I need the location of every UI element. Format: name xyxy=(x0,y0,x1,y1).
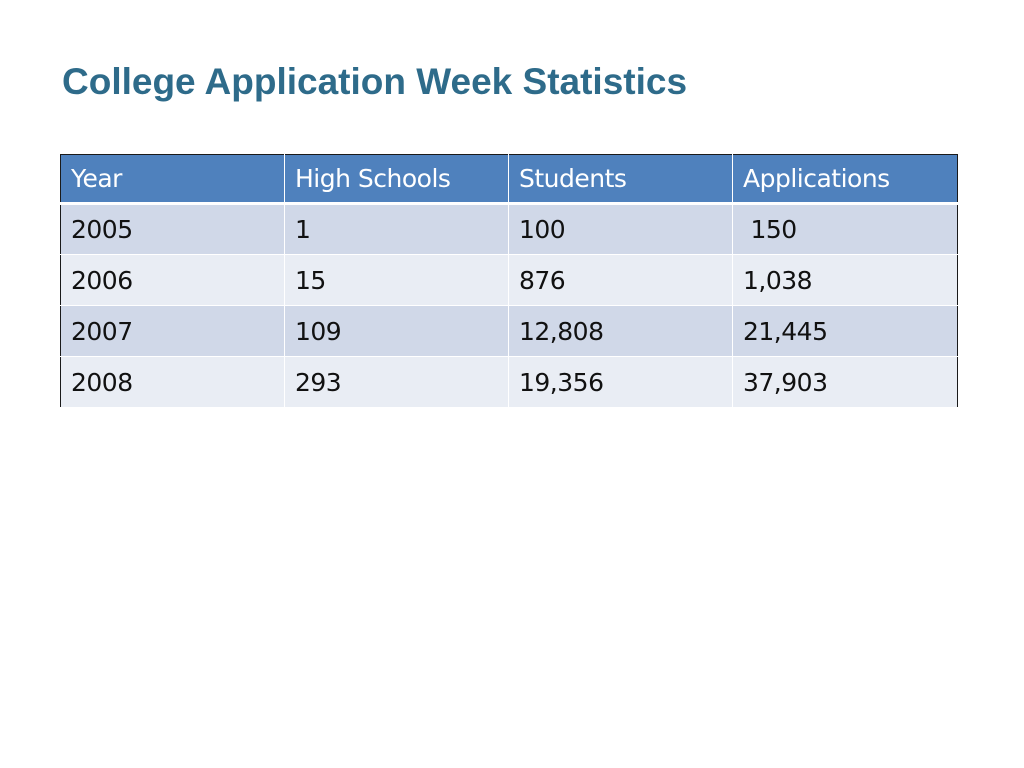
cell-students: 19,356 xyxy=(508,356,733,408)
cell-year: 2007 xyxy=(60,305,285,357)
cell-applications: 21,445 xyxy=(732,305,958,357)
cell-applications: 1,038 xyxy=(732,254,958,306)
cell-high-schools: 15 xyxy=(284,254,509,306)
cell-high-schools: 1 xyxy=(284,203,509,255)
header-year: Year xyxy=(60,154,285,205)
table-row: 2007 109 12,808 21,445 xyxy=(60,305,958,357)
table-row: 2005 1 100 150 xyxy=(60,203,958,255)
cell-year: 2008 xyxy=(60,356,285,408)
cell-high-schools: 109 xyxy=(284,305,509,357)
header-students: Students xyxy=(508,154,733,205)
cell-applications: 150 xyxy=(732,203,958,255)
cell-students: 100 xyxy=(508,203,733,255)
table-row: 2006 15 876 1,038 xyxy=(60,254,958,306)
slide-title: College Application Week Statistics xyxy=(62,61,688,102)
table-row: 2008 293 19,356 37,903 xyxy=(60,356,958,408)
table-header-row: Year High Schools Students Applications xyxy=(60,154,958,205)
cell-high-schools: 293 xyxy=(284,356,509,408)
statistics-table: Year High Schools Students Applications … xyxy=(60,154,958,408)
cell-students: 876 xyxy=(508,254,733,306)
cell-applications: 37,903 xyxy=(732,356,958,408)
cell-year: 2006 xyxy=(60,254,285,306)
header-high-schools: High Schools xyxy=(284,154,509,205)
header-applications: Applications xyxy=(732,154,958,205)
cell-students: 12,808 xyxy=(508,305,733,357)
cell-year: 2005 xyxy=(60,203,285,255)
